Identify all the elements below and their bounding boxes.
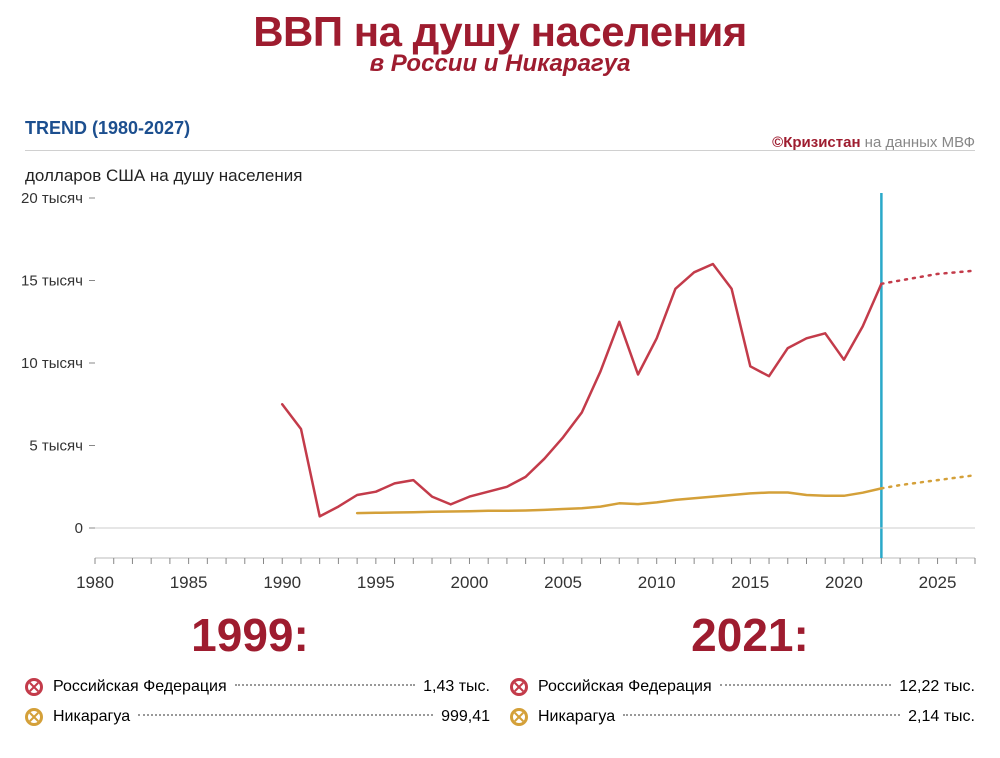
svg-text:10 тысяч: 10 тысяч	[21, 355, 83, 372]
attribution: ©Кризистан на данных МВФ	[772, 134, 975, 151]
svg-text:2025: 2025	[919, 573, 957, 592]
chart-title: ВВП на душу населения	[0, 8, 1000, 56]
callout-year-1: 1999:	[0, 608, 500, 662]
svg-text:2005: 2005	[544, 573, 582, 592]
callout-year-2: 2021:	[500, 608, 1000, 662]
svg-text:0: 0	[75, 520, 83, 537]
legend-row-1: Российская Федерация 1,43 тыс. Российска…	[25, 678, 975, 696]
legend-label: Никарагуа	[538, 708, 615, 726]
legend-value: 12,22 тыс.	[899, 678, 975, 696]
dot-leader	[138, 714, 433, 716]
y-axis-label: долларов США на душу населения	[25, 166, 302, 186]
chart-subtitle: в России и Никарагуа	[0, 50, 1000, 78]
svg-text:1985: 1985	[170, 573, 208, 592]
legend-cell: Никарагуа 999,41	[25, 708, 490, 726]
callout-years: 1999: 2021:	[0, 608, 1000, 662]
trend-label: TREND (1980-2027)	[25, 118, 190, 139]
svg-text:20 тысяч: 20 тысяч	[21, 190, 83, 207]
legend-marker-icon	[510, 678, 528, 696]
line-chart: 0 5 тысяч 10 тысяч 15 тысяч 20 тысяч 1980 1985…	[0, 188, 1000, 608]
legend-marker-icon	[510, 708, 528, 726]
svg-text:2000: 2000	[451, 573, 489, 592]
legend-value: 2,14 тыс.	[908, 708, 975, 726]
legend-marker-icon	[25, 678, 43, 696]
legend-value: 999,41	[441, 708, 490, 726]
svg-text:2015: 2015	[731, 573, 769, 592]
legend-label: Российская Федерация	[538, 678, 712, 696]
legend-cell: Никарагуа 2,14 тыс.	[510, 708, 975, 726]
svg-text:5 тысяч: 5 тысяч	[29, 438, 83, 455]
legend-cell: Российская Федерация 1,43 тыс.	[25, 678, 490, 696]
attribution-brand: ©Кризистан	[772, 134, 860, 151]
dot-leader	[235, 684, 416, 686]
legend-cell: Российская Федерация 12,22 тыс.	[510, 678, 975, 696]
legend-label: Никарагуа	[53, 708, 130, 726]
dot-leader	[623, 714, 900, 716]
svg-text:1990: 1990	[263, 573, 301, 592]
legend-value: 1,43 тыс.	[423, 678, 490, 696]
dot-leader	[720, 684, 892, 686]
legend-label: Российская Федерация	[53, 678, 227, 696]
legend-marker-icon	[25, 708, 43, 726]
svg-text:2010: 2010	[638, 573, 676, 592]
svg-text:2020: 2020	[825, 573, 863, 592]
svg-text:1980: 1980	[76, 573, 114, 592]
divider	[25, 150, 975, 151]
svg-text:1995: 1995	[357, 573, 395, 592]
legend-row-2: Никарагуа 999,41 Никарагуа 2,14 тыс.	[25, 708, 975, 726]
svg-text:15 тысяч: 15 тысяч	[21, 273, 83, 290]
attribution-source: на данных МВФ	[861, 134, 975, 151]
